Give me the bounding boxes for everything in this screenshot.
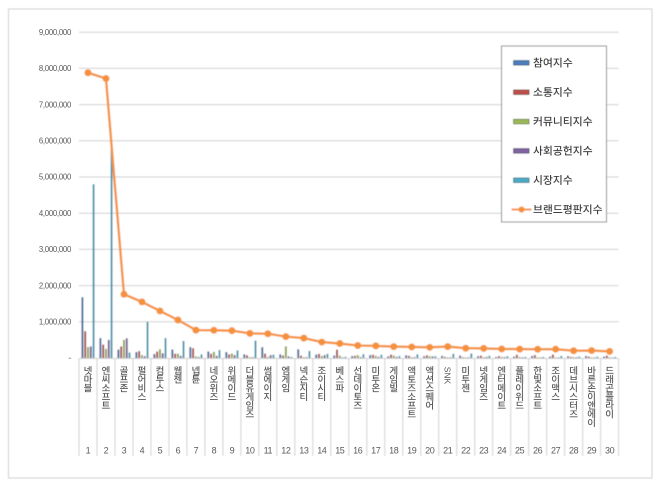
svg-text:4: 4 (140, 445, 145, 455)
svg-text:SNK: SNK (443, 367, 453, 385)
svg-text:6: 6 (176, 445, 181, 455)
svg-text:26: 26 (533, 445, 543, 455)
svg-text:20: 20 (425, 445, 435, 455)
svg-text:2: 2 (104, 445, 109, 455)
svg-text:5,000,000: 5,000,000 (39, 173, 72, 182)
svg-text:11: 11 (264, 445, 273, 455)
svg-text:24: 24 (497, 445, 507, 455)
svg-text:7: 7 (194, 445, 199, 455)
svg-text:9,000,000: 9,000,000 (39, 28, 72, 37)
svg-text:21: 21 (443, 445, 453, 455)
svg-text:27: 27 (551, 445, 561, 455)
svg-text:13: 13 (299, 445, 309, 455)
svg-text:2,000,000: 2,000,000 (39, 281, 72, 290)
svg-text:18: 18 (389, 445, 399, 455)
svg-text:17: 17 (371, 445, 381, 455)
svg-text:1: 1 (86, 445, 91, 455)
svg-text:8,000,000: 8,000,000 (39, 64, 72, 73)
svg-text:1,000,000: 1,000,000 (39, 318, 72, 327)
svg-text:3: 3 (122, 445, 127, 455)
svg-text:28: 28 (569, 445, 579, 455)
svg-text:12: 12 (281, 445, 291, 455)
svg-text:4,000,000: 4,000,000 (39, 209, 72, 218)
svg-text:10: 10 (245, 445, 255, 455)
svg-text:22: 22 (461, 445, 471, 455)
svg-text:14: 14 (317, 445, 327, 455)
svg-text:29: 29 (587, 445, 597, 455)
svg-text:16: 16 (353, 445, 363, 455)
svg-text:25: 25 (515, 445, 525, 455)
svg-text:7,000,000: 7,000,000 (39, 100, 72, 109)
svg-text:30: 30 (605, 445, 615, 455)
svg-text:15: 15 (335, 445, 345, 455)
svg-text:23: 23 (479, 445, 489, 455)
svg-text:19: 19 (407, 445, 417, 455)
svg-text:8: 8 (212, 445, 217, 455)
svg-text:9: 9 (230, 445, 235, 455)
svg-text:6,000,000: 6,000,000 (39, 137, 72, 146)
svg-text:3,000,000: 3,000,000 (39, 245, 72, 254)
svg-text:5: 5 (158, 445, 163, 455)
